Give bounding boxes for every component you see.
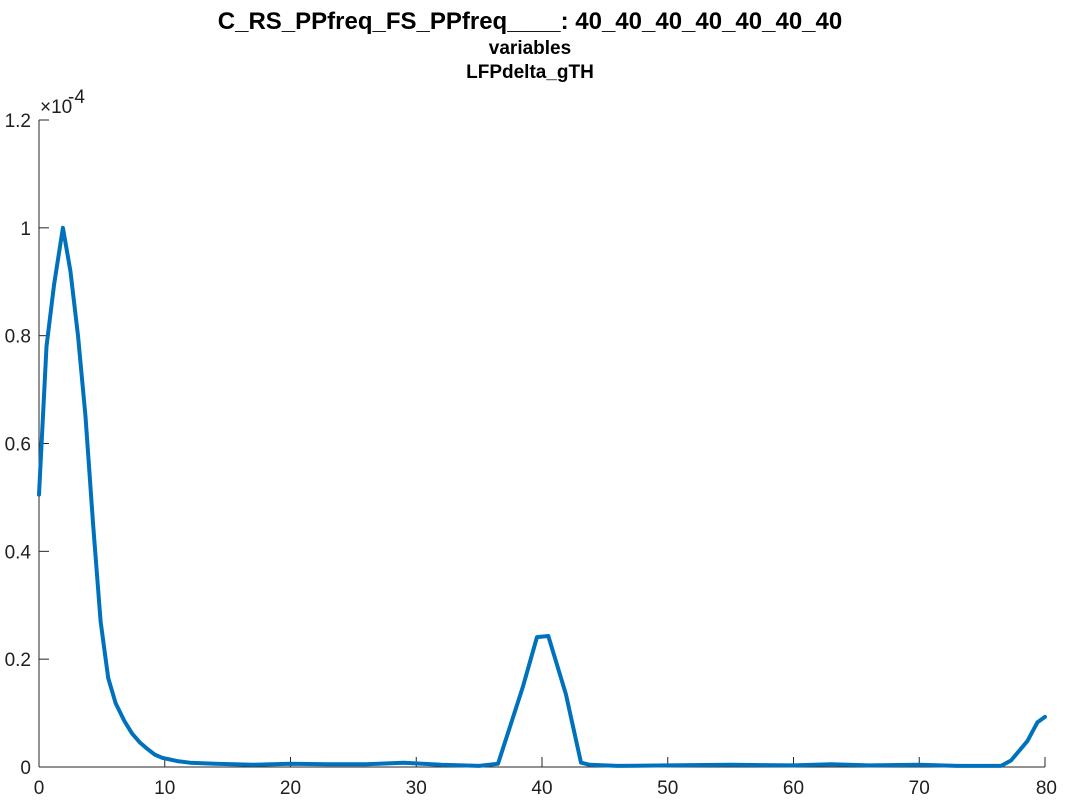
chart-title: C_RS_PPfreq_FS_PPfreq____: 40_40_40_40_4… — [218, 8, 842, 35]
series-group — [37, 225, 1047, 768]
y-tick-label: 0 — [20, 758, 31, 779]
y-tick-label: 1 — [20, 219, 31, 240]
y-tick-label: 1.2 — [5, 111, 31, 132]
y-tick-label: 0.4 — [5, 542, 32, 563]
x-tick-label: 30 — [406, 778, 427, 799]
y-axis-exponent: ×10 -4 — [40, 87, 85, 118]
x-tick-label: 60 — [783, 778, 804, 799]
y-exponent-base: ×10 — [40, 97, 72, 118]
y-ticks: 0 0.2 0.4 0.6 0.8 1 1.2 — [5, 111, 49, 779]
x-tick-label: 80 — [1036, 778, 1057, 799]
x-tick-label: 70 — [909, 778, 930, 799]
x-tick-label: 10 — [154, 778, 175, 799]
y-exponent-power: -4 — [68, 87, 85, 108]
x-tick-label: 20 — [280, 778, 301, 799]
chart-subtitle-variables: variables — [489, 38, 571, 59]
chart-subtitle-series-name: LFPdelta_gTH — [466, 62, 594, 83]
x-tick-label: 50 — [657, 778, 678, 799]
y-tick-label: 0.6 — [5, 435, 31, 456]
x-tick-label: 0 — [34, 778, 45, 799]
x-ticks: 0 10 20 30 40 50 60 70 80 — [34, 757, 1057, 799]
x-tick-label: 40 — [531, 778, 552, 799]
series-line-0 — [37, 225, 1047, 768]
y-tick-label: 0.8 — [5, 327, 31, 348]
axes — [38, 120, 1045, 768]
y-tick-label: 0.2 — [5, 650, 31, 671]
